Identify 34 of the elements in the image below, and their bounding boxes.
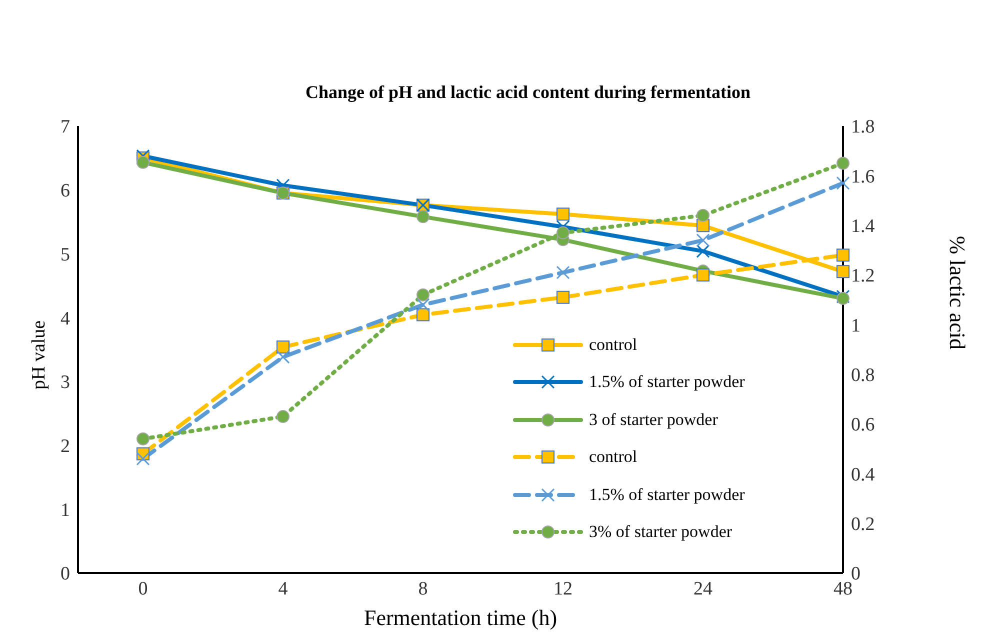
y-tick-label: 0	[60, 564, 70, 585]
x-tick-label: 12	[554, 578, 572, 600]
y-tick-label: 3	[60, 372, 70, 394]
y-tick-label: 4	[60, 308, 70, 330]
y-tick-label: 1	[60, 500, 70, 521]
y2-axis-title: % lactic acid	[945, 236, 970, 350]
y2-tick-label: 0.2	[851, 514, 875, 536]
y2-tick-label: 0.6	[851, 414, 875, 436]
legend-label: 3% of starter powder	[589, 522, 732, 542]
y-tick-label: 5	[60, 244, 70, 266]
y2-tick-label: 1.4	[851, 216, 876, 238]
y-tick-label: 2	[60, 436, 70, 458]
chart-title: Change of pH and lactic acid content during fermentation	[304, 82, 752, 103]
y2-tick-label: 1	[851, 315, 860, 336]
y2-tick-label: 0	[851, 564, 860, 585]
y-tick-label: 7	[60, 116, 70, 138]
x-axis-title: Fermentation time (h)	[364, 605, 558, 630]
x-tick-label: 8	[418, 578, 428, 600]
legend-label: 1.5% of starter powder	[589, 372, 745, 392]
x-tick-label: 48	[834, 578, 852, 600]
y-axis-title: pH value	[28, 320, 50, 390]
y2-tick-label: 0.4	[851, 464, 876, 486]
x-tick-label: 24	[694, 578, 713, 600]
legend-label: control	[589, 447, 638, 468]
x-tick-label: 0	[138, 578, 148, 600]
y-tick-label: 6	[60, 180, 70, 202]
legend-label: 3 of starter powder	[589, 410, 718, 430]
y2-tick-label: 0.8	[851, 365, 875, 386]
legend-label: control	[589, 334, 638, 355]
legend-label: 1.5% of starter powder	[589, 484, 745, 505]
y2-tick-label: 1.6	[851, 166, 875, 188]
y2-tick-label: 1.8	[851, 116, 875, 138]
y2-tick-label: 1.2	[851, 266, 875, 287]
x-tick-label: 4	[278, 578, 288, 600]
